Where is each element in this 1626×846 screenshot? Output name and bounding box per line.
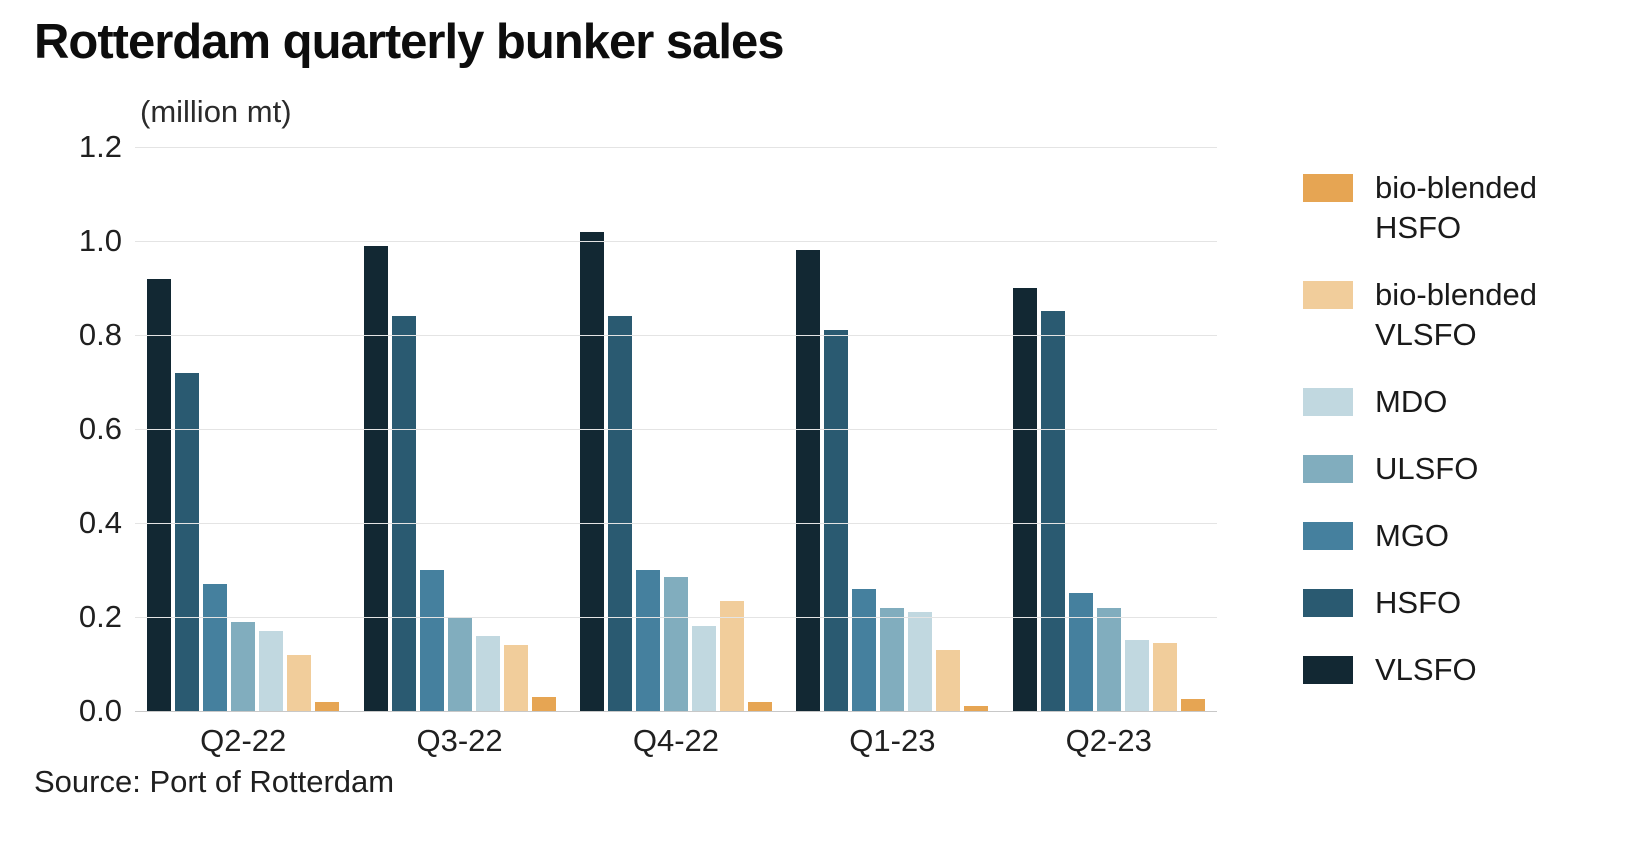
bar-mgo xyxy=(634,569,661,711)
y-axis-unit-label: (million mt) xyxy=(140,94,292,129)
bar-vlsfo xyxy=(1011,287,1038,711)
source-note: Source: Port of Rotterdam xyxy=(34,764,395,799)
x-tick-label: Q2-23 xyxy=(1065,723,1152,758)
y-tick-label: 0.2 xyxy=(78,599,122,634)
legend-swatch xyxy=(1303,174,1353,202)
bar-group-q2-22: Q2-22 xyxy=(146,147,341,758)
legend-swatch xyxy=(1303,388,1353,416)
legend-swatch xyxy=(1303,656,1353,684)
bar-ulsfo xyxy=(1095,607,1122,711)
legend-label: HSFO xyxy=(1375,585,1462,620)
x-tick-label: Q2-22 xyxy=(200,723,287,758)
x-tick-label: Q4-22 xyxy=(632,723,720,758)
bar-bio-blended-vlsfo xyxy=(718,600,745,711)
bar-group-q1-23: Q1-23 xyxy=(795,147,990,758)
legend-swatch xyxy=(1303,281,1353,309)
bar-vlsfo xyxy=(578,231,605,711)
legend-label: bio-blended VLSFO xyxy=(1375,277,1538,352)
bar-group-q2-23: Q2-23 xyxy=(1011,147,1206,758)
legend-swatch xyxy=(1303,589,1353,617)
legend-item-ulsfo: ULSFO xyxy=(1303,449,1603,489)
bar-bio-blended-vlsfo xyxy=(286,654,313,711)
bar-mdo xyxy=(474,635,501,711)
grid-line xyxy=(135,617,1217,618)
grid-line xyxy=(135,241,1217,242)
bar-hsfo xyxy=(823,329,850,711)
bar-hsfo xyxy=(174,372,201,711)
bar-group-q4-22: Q4-22 xyxy=(578,147,773,758)
legend-label: MGO xyxy=(1375,518,1450,553)
bar-ulsfo xyxy=(662,576,689,711)
legend-label: bio-blended HSFO xyxy=(1375,170,1538,245)
legend-label: MDO xyxy=(1375,384,1448,419)
bar-mgo xyxy=(418,569,445,711)
bar-mgo xyxy=(1067,592,1094,711)
legend-label: VLSFO xyxy=(1375,652,1477,687)
y-tick-label: 0.4 xyxy=(78,505,122,540)
grid-line xyxy=(135,429,1217,430)
bar-mdo xyxy=(690,625,717,711)
bar-mdo xyxy=(907,611,934,711)
bar-groups: Q2-22 Q3-22 Q4-22 Q1-23 Q2-23 xyxy=(135,147,1217,758)
legend-swatch xyxy=(1303,522,1353,550)
x-axis-baseline xyxy=(135,711,1217,712)
y-tick-label: 1.0 xyxy=(78,223,122,258)
legend-item-hsfo: HSFO xyxy=(1303,583,1603,623)
bar-vlsfo xyxy=(795,249,822,711)
legend-label: ULSFO xyxy=(1375,451,1479,486)
bar-vlsfo xyxy=(362,245,389,711)
bar-ulsfo xyxy=(446,616,473,711)
chart-title: Rotterdam quarterly bunker sales xyxy=(34,15,785,69)
grid-line xyxy=(135,147,1217,148)
bar-bio-blended-hsfo xyxy=(1179,698,1206,711)
bar-mdo xyxy=(258,630,285,711)
bar-ulsfo xyxy=(879,607,906,711)
legend-item-bio-blended-vlsfo: bio-blended VLSFO xyxy=(1303,275,1603,355)
bar-mgo xyxy=(851,588,878,711)
bar-hsfo xyxy=(1039,310,1066,711)
bar-bio-blended-hsfo xyxy=(314,701,341,711)
y-tick-label: 1.2 xyxy=(78,129,122,164)
y-tick-label: 0.6 xyxy=(78,411,122,446)
bar-bio-blended-vlsfo xyxy=(935,649,962,711)
bar-group-q3-22: Q3-22 xyxy=(362,147,557,758)
bar-mdo xyxy=(1123,639,1150,711)
legend-item-mgo: MGO xyxy=(1303,516,1603,556)
y-tick-label: 0.8 xyxy=(78,317,122,352)
bar-hsfo xyxy=(390,315,417,711)
plot-area: Q2-22 Q3-22 Q4-22 Q1-23 Q2-23 xyxy=(135,147,1217,758)
legend-item-mdo: MDO xyxy=(1303,382,1603,422)
legend-swatch xyxy=(1303,455,1353,483)
bar-hsfo xyxy=(606,315,633,711)
bar-mgo xyxy=(202,583,229,711)
bar-bio-blended-vlsfo xyxy=(1151,642,1178,711)
grid-line xyxy=(135,335,1217,336)
bar-bio-blended-hsfo xyxy=(530,696,557,711)
legend: bio-blended HSFO bio-blended VLSFO MDO ULSF… xyxy=(1303,168,1603,717)
legend-item-bio-blended-hsfo: bio-blended HSFO xyxy=(1303,168,1603,248)
y-axis: 0.0 0.2 0.4 0.6 0.8 1.0 1.2 xyxy=(0,131,122,727)
bar-ulsfo xyxy=(230,621,257,711)
x-tick-label: Q3-22 xyxy=(416,723,503,758)
grid-line xyxy=(135,523,1217,524)
x-tick-label: Q1-23 xyxy=(849,723,936,758)
y-tick-label: 0.0 xyxy=(78,693,122,728)
legend-item-vlsfo: VLSFO xyxy=(1303,650,1603,690)
bar-bio-blended-hsfo xyxy=(963,705,990,711)
bar-bio-blended-vlsfo xyxy=(502,644,529,711)
bar-bio-blended-hsfo xyxy=(746,701,773,711)
bar-vlsfo xyxy=(146,278,173,711)
